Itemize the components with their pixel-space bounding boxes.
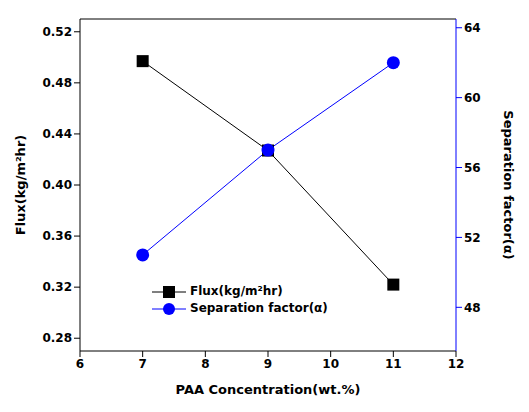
html-text:Separation factor(α): Separation factor(α)	[190, 301, 328, 315]
svg-text:64: 64	[464, 21, 481, 35]
svg-text:8: 8	[201, 357, 209, 371]
svg-text:60: 60	[464, 91, 481, 105]
svg-text:Flux(kg/m²hr): Flux(kg/m²hr)	[13, 135, 28, 235]
svg-text:6: 6	[76, 357, 84, 371]
svg-text:11: 11	[385, 357, 402, 371]
html-text:Flux(kg/m²hr): Flux(kg/m²hr)	[190, 284, 283, 298]
svg-text:0.48: 0.48	[42, 76, 72, 90]
svg-text:PAA Concentration(wt.%): PAA Concentration(wt.%)	[176, 382, 361, 397]
svg-text:48: 48	[464, 301, 481, 315]
svg-text:10: 10	[322, 357, 339, 371]
svg-text:56: 56	[464, 161, 481, 175]
svg-text:0.36: 0.36	[42, 229, 72, 243]
svg-text:0.32: 0.32	[42, 280, 72, 294]
svg-text:0.40: 0.40	[42, 178, 72, 192]
svg-text:52: 52	[464, 231, 481, 245]
svg-text:0.44: 0.44	[42, 127, 72, 141]
svg-text:7: 7	[138, 357, 146, 371]
svg-text:0.28: 0.28	[42, 331, 72, 345]
svg-text:0.52: 0.52	[42, 25, 72, 39]
svg-text:12: 12	[448, 357, 465, 371]
svg-text:Separation factor(α): Separation factor(α)	[501, 110, 516, 259]
svg-text:9: 9	[264, 357, 272, 371]
